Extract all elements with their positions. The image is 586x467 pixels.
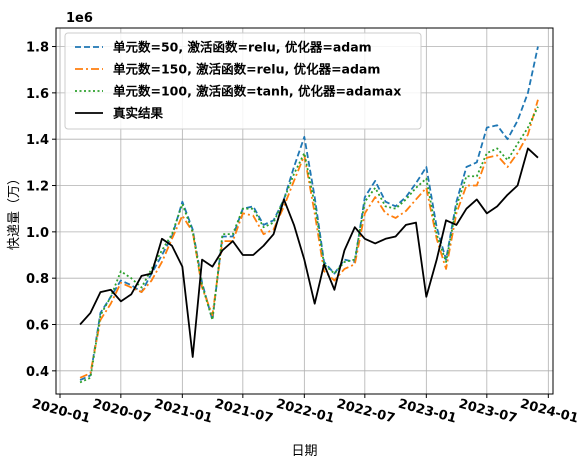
series-line-2 — [79, 106, 539, 384]
y-tick-label: 1.2 — [26, 180, 49, 195]
y-tick-label: 1.8 — [26, 41, 49, 56]
legend-label-0: 单元数=50, 激活函数=relu, 优化器=adam — [113, 40, 372, 55]
x-axis-title: 日期 — [291, 444, 317, 459]
series-layer — [79, 46, 539, 384]
legend: 单元数=50, 激活函数=relu, 优化器=adam 单元数=150, 激活函数… — [64, 32, 422, 130]
y-tick-label: 1.4 — [26, 133, 49, 148]
series-line-3 — [79, 147, 539, 358]
y-axis-title: 快递量（万） — [7, 172, 22, 250]
y-axis: 0.4 0.6 0.8 1.0 1.2 1.4 1.6 1.8 — [26, 41, 56, 380]
legend-box — [64, 32, 422, 130]
y-tick-label: 1.6 — [26, 87, 49, 102]
y-tick-label: 0.4 — [26, 365, 49, 380]
y-axis-offset-label: 1e6 — [66, 11, 93, 26]
legend-label-1: 单元数=150, 激活函数=relu, 优化器=adam — [113, 62, 380, 77]
legend-label-2: 单元数=100, 激活函数=tanh, 优化器=adamax — [113, 84, 401, 99]
legend-label-3: 真实结果 — [113, 106, 164, 121]
y-tick-label: 0.6 — [26, 319, 49, 334]
y-tick-label: 1.0 — [26, 226, 49, 241]
series-line-0 — [79, 46, 539, 381]
series-line-1 — [79, 99, 539, 379]
y-tick-label: 0.8 — [26, 272, 49, 287]
